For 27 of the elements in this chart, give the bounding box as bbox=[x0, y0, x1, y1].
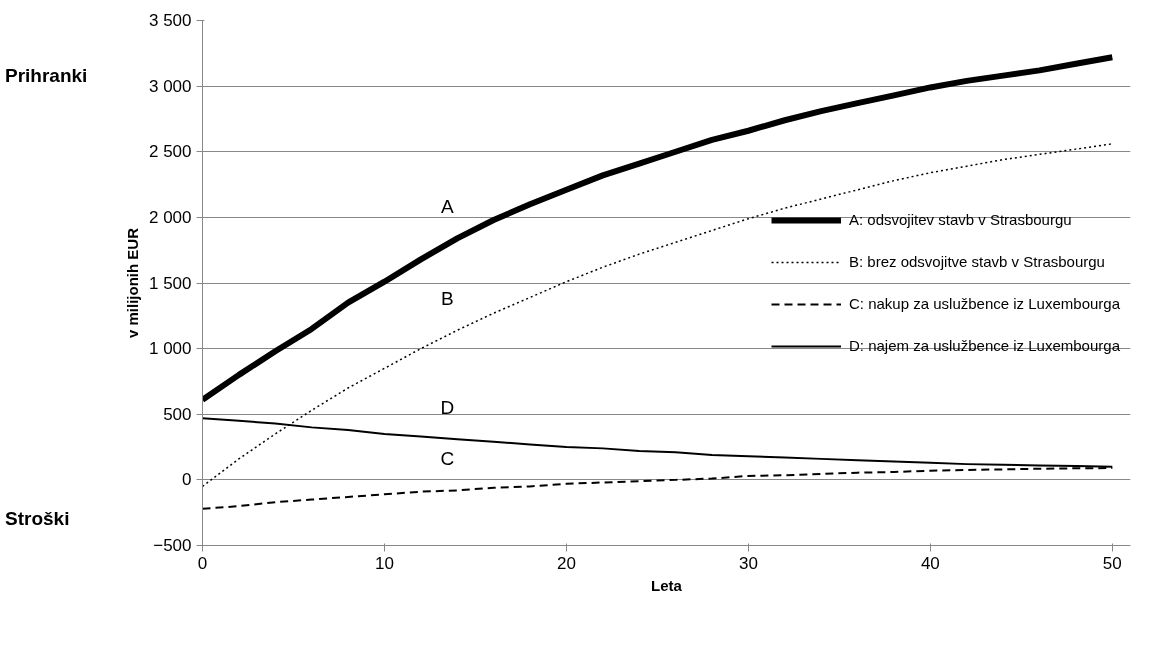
legend-label: C: nakup za uslužbence iz Luxembourga bbox=[849, 295, 1120, 312]
y-tick-label: 3 500 bbox=[148, 11, 192, 30]
x-tick-label: 40 bbox=[920, 553, 940, 573]
y-tick-label: −500 bbox=[153, 536, 192, 555]
y-tick-label: 1 500 bbox=[148, 273, 192, 293]
x-axis-title: Leta bbox=[651, 576, 683, 594]
annotation: A bbox=[440, 195, 454, 217]
annotation: D bbox=[440, 396, 455, 418]
text: Prihranki bbox=[5, 64, 88, 88]
legend-label: B: brez odsvojitve stavb v Strasbourgu bbox=[849, 253, 1105, 270]
x-tick-label: 30 bbox=[738, 553, 758, 573]
y-tick-label: 2 000 bbox=[148, 207, 192, 227]
x-tick-label: 0 bbox=[197, 553, 208, 573]
x-tick-label: 50 bbox=[1102, 553, 1122, 573]
text: Stroški bbox=[5, 507, 70, 531]
x-tick-label: 10 bbox=[375, 553, 394, 573]
annotation: C bbox=[440, 447, 455, 469]
y-tick-label: 500 bbox=[163, 404, 192, 424]
x-tick-label: 20 bbox=[556, 553, 576, 573]
annotation: B bbox=[440, 287, 454, 309]
y-tick-label: 2 500 bbox=[148, 142, 192, 162]
y-tick-label: 1 000 bbox=[148, 339, 192, 359]
y-tick-label: 0 bbox=[182, 470, 192, 490]
legend-label: D: najem za uslužbence iz Luxembourga bbox=[849, 337, 1120, 354]
y-tick-label: 3 000 bbox=[148, 76, 192, 96]
legend-label: A: odsvojitev stavb v Strasbourgu bbox=[849, 211, 1072, 228]
y-axis-title: v milijonih EUR bbox=[123, 227, 141, 338]
